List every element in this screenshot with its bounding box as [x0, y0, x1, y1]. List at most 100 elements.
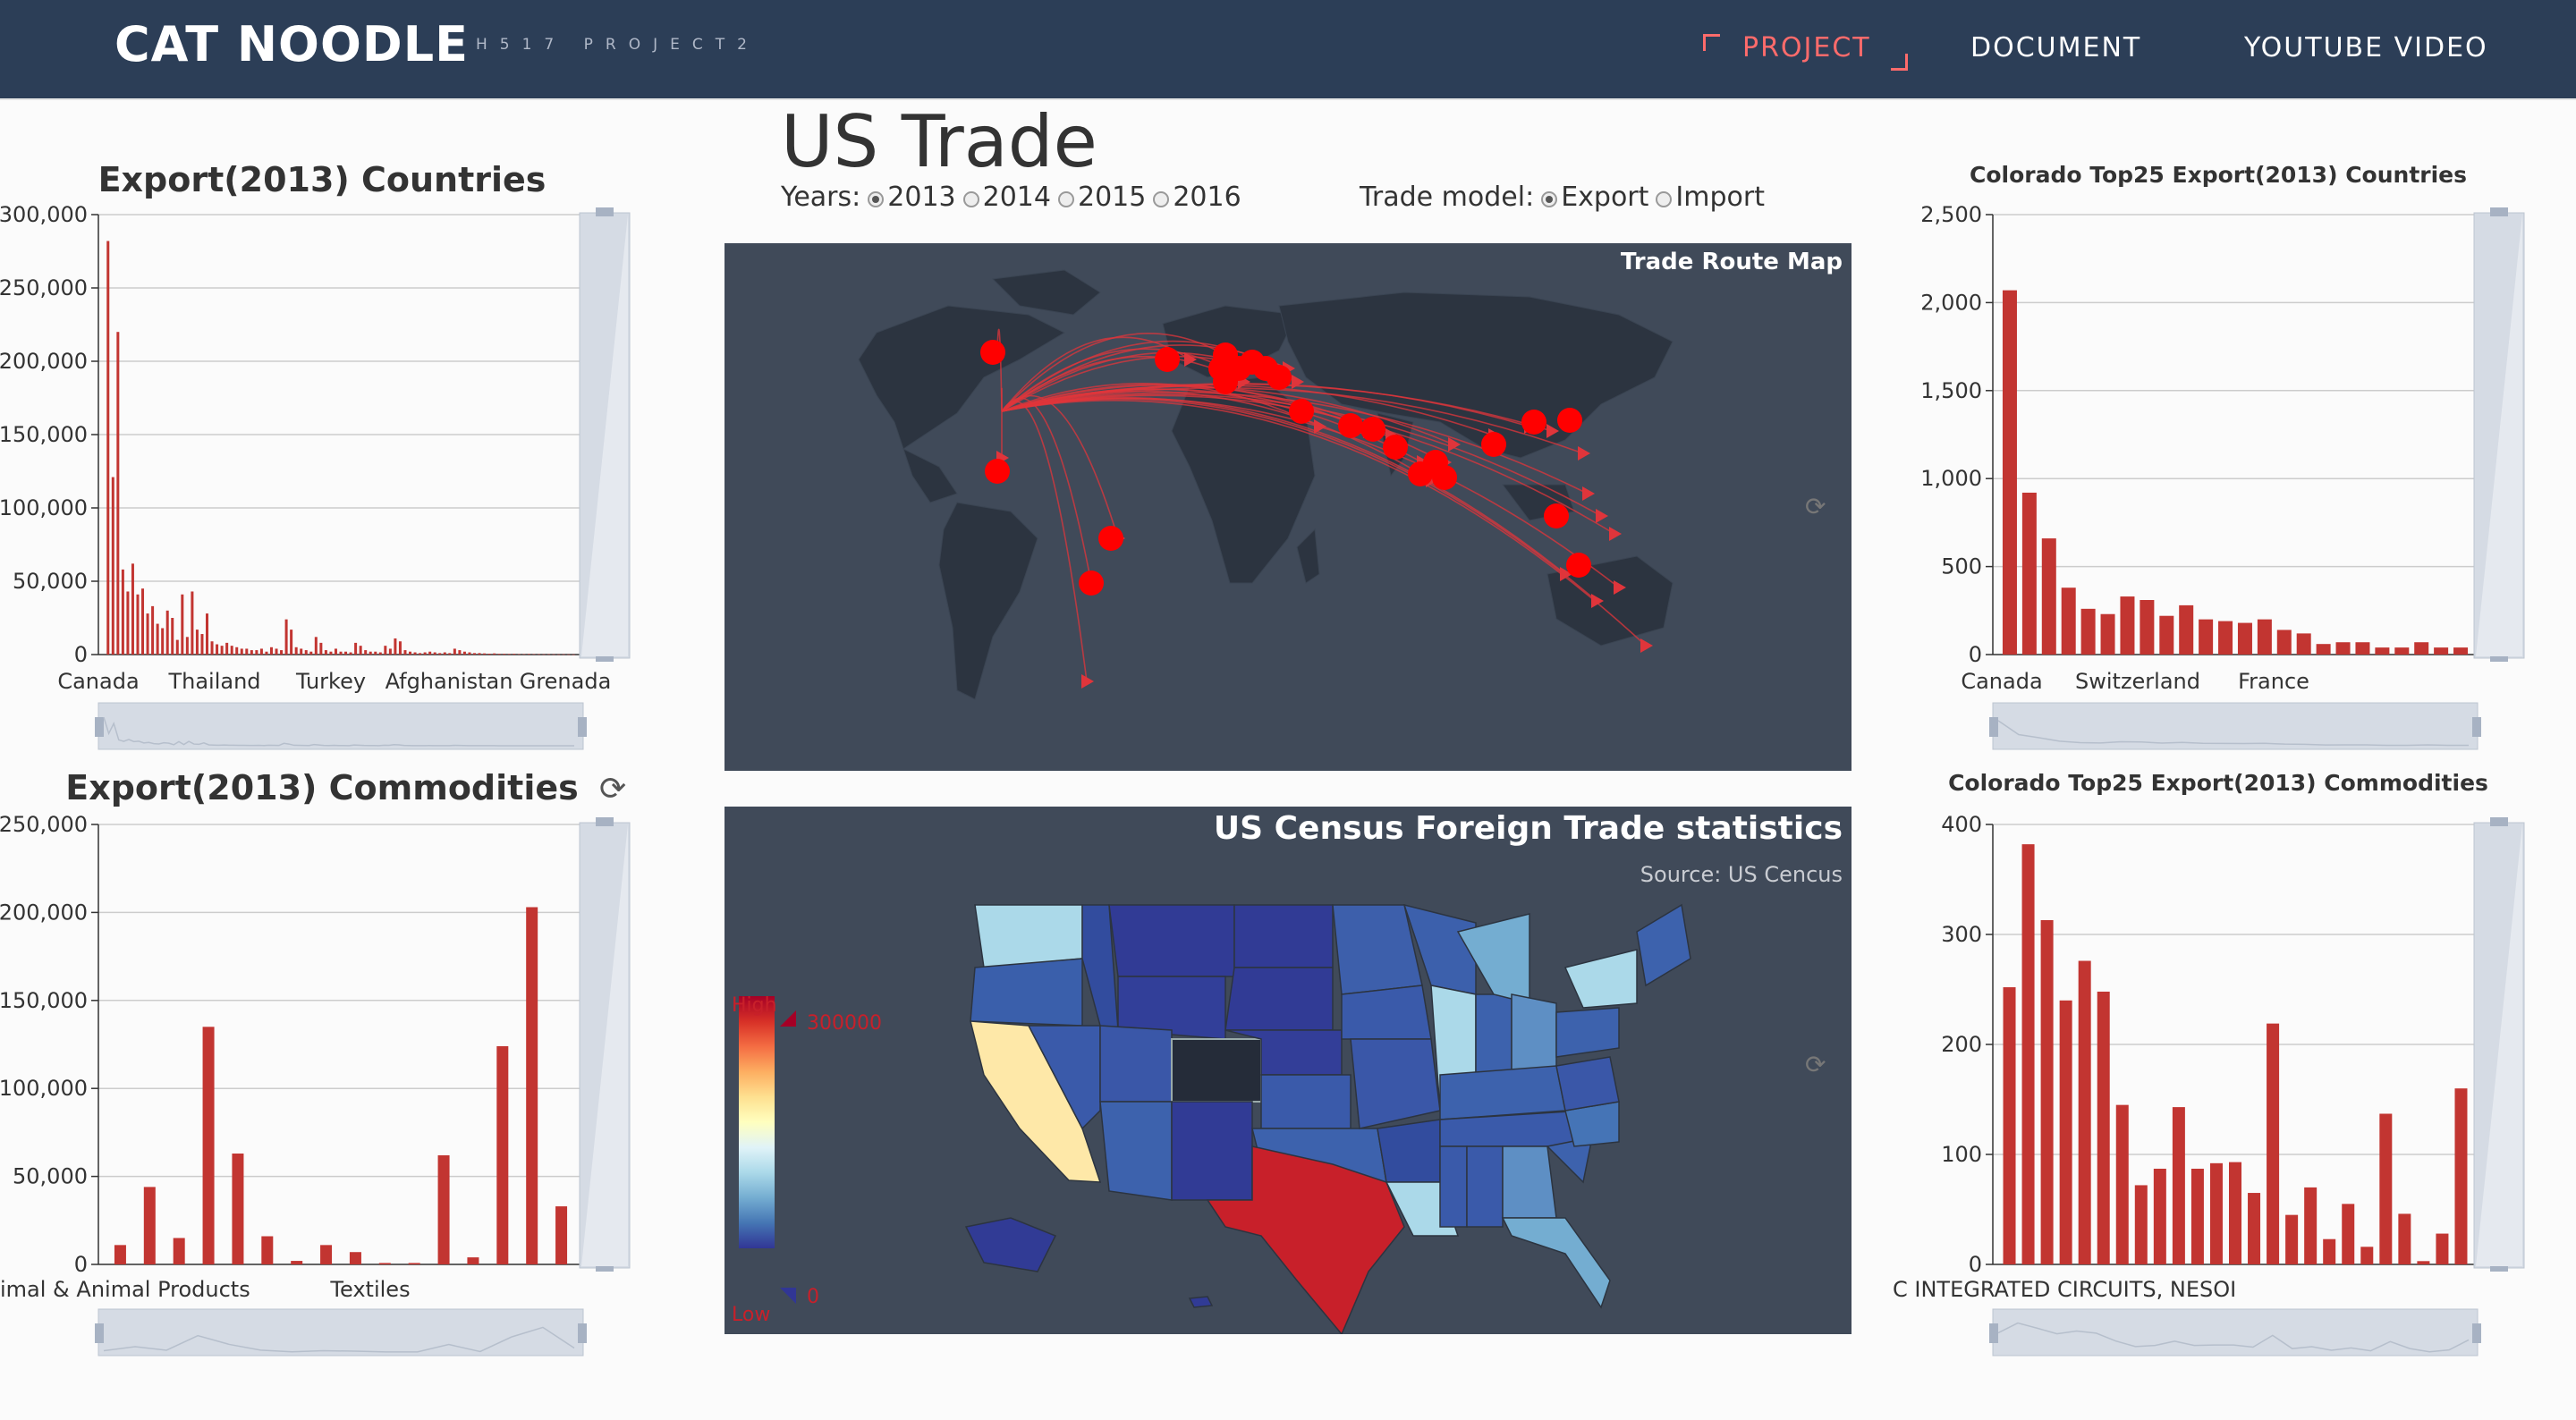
- colorado-commodities-bar: [2153, 1168, 2166, 1264]
- export-commodities-hzoom-handle-right: [578, 1323, 587, 1343]
- colorado-countries-bar: [2276, 630, 2292, 655]
- export-countries-bar: [497, 654, 501, 655]
- refresh-icon[interactable]: ⟳: [1805, 492, 1826, 521]
- export-countries-bar: [453, 648, 456, 655]
- year-radio-2015[interactable]: [1057, 191, 1074, 207]
- colorado-countries-hzoom: [1992, 702, 2479, 750]
- export-commodities-bar: [261, 1236, 274, 1264]
- year-label-2014[interactable]: 2014: [982, 182, 1051, 213]
- export-countries-bar: [191, 591, 194, 655]
- colorado-countries-bar: [2061, 587, 2076, 655]
- colorado-commodities-bar: [2059, 1000, 2072, 1264]
- export-countries-bar: [121, 569, 124, 655]
- colorado-countries-bar: [2394, 647, 2410, 655]
- colorado-commodities-bar: [2134, 1185, 2148, 1264]
- colorado-countries-bar: [2375, 647, 2390, 655]
- trade-route-line: [1001, 397, 1620, 588]
- nav-document[interactable]: DOCUMENT: [1970, 32, 2142, 63]
- colorado-countries-bar: [2218, 621, 2233, 655]
- colorado-countries-xtick-label: France: [2238, 669, 2309, 694]
- colorado-countries-ytick-label: 1,500: [1920, 378, 1982, 403]
- trade-label-import[interactable]: Import: [1675, 182, 1765, 213]
- year-radio-2014[interactable]: [962, 191, 979, 207]
- colorado-countries-bar: [2434, 647, 2449, 655]
- colorado-countries-bar: [2179, 604, 2194, 655]
- export-countries-bar: [384, 646, 387, 655]
- colorado-commodities-title: Colorado Top25 Export(2013) Commodities: [1948, 770, 2488, 796]
- colorado-commodities-ytick-label: 100: [1941, 1142, 1982, 1167]
- year-radio-2013[interactable]: [868, 191, 885, 207]
- state-ny: [1563, 949, 1638, 1009]
- census-refresh-icon[interactable]: ⟳: [1805, 1050, 1826, 1079]
- colorado-countries-bar: [2335, 642, 2351, 655]
- colorado-countries-bar: [2257, 619, 2272, 655]
- legend-gradient[interactable]: [739, 996, 775, 1248]
- nav-youtube-video[interactable]: YOUTUBE VIDEO: [2244, 32, 2488, 63]
- colorado-commodities-bar: [2398, 1213, 2411, 1264]
- colorado-commodities-bar: [2323, 1238, 2336, 1264]
- export-countries-ytick-label: 100,000: [0, 495, 88, 520]
- trade-radio-export[interactable]: [1541, 191, 1558, 207]
- trade-route-node: [1360, 417, 1385, 442]
- trade-label-export[interactable]: Export: [1561, 182, 1649, 213]
- colorado-commodities-hzoom-preview: [1997, 1322, 2470, 1353]
- export-commodities-ytick-label: 250,000: [0, 812, 88, 837]
- export-countries-bar: [394, 638, 397, 655]
- year-label-2015[interactable]: 2015: [1077, 182, 1147, 213]
- trade-route-arrow: [1081, 674, 1094, 689]
- state-va: [1555, 1056, 1620, 1111]
- trade-route-line: [1001, 387, 1584, 454]
- export-commodities-bar: [114, 1245, 126, 1264]
- trade-route-node: [980, 340, 1005, 365]
- year-radio-2016[interactable]: [1153, 191, 1170, 207]
- year-label-2016[interactable]: 2016: [1173, 182, 1241, 213]
- export-commodities-bar: [437, 1154, 450, 1264]
- us-census-map[interactable]: US Census Foreign Trade statistics Sourc…: [724, 807, 1852, 1334]
- nav-bracket-left: [1703, 34, 1720, 51]
- colorado-commodities-ytick-label: 0: [1969, 1252, 1982, 1277]
- export-countries-bar: [230, 646, 233, 655]
- export-commodities-bar: [467, 1257, 479, 1264]
- trade-route-map[interactable]: Trade Route Map ⟳: [724, 243, 1852, 771]
- export-countries-bar: [468, 652, 471, 655]
- colorado-countries-bar: [2296, 633, 2311, 655]
- export-countries-bar: [354, 642, 358, 655]
- top-navbar: [0, 0, 2576, 98]
- export-countries-chart: Export(2013) Countries 0 50,000 100,000 150,…: [0, 160, 631, 750]
- colorado-commodities-bar: [2115, 1104, 2129, 1264]
- commodities-refresh-icon[interactable]: ⟳: [599, 771, 627, 807]
- nav-project[interactable]: PROJECT: [1742, 32, 1871, 63]
- legend-high-handle[interactable]: [780, 1010, 796, 1027]
- export-countries-bar: [388, 648, 392, 655]
- export-countries-bar: [259, 648, 263, 655]
- export-countries-bar: [433, 652, 436, 655]
- export-countries-bar: [503, 654, 506, 655]
- trade-route-node: [1289, 399, 1314, 424]
- trade-route-arrow: [1582, 486, 1595, 501]
- export-countries-bar: [106, 241, 110, 655]
- export-countries-title: Export(2013) Countries: [98, 160, 547, 199]
- colorado-commodities-bar: [2229, 1162, 2241, 1264]
- trade-route-node: [1079, 571, 1104, 596]
- brand-subtitle: H517 PROJECT2: [476, 36, 759, 54]
- colorado-commodities-bar: [2360, 1247, 2374, 1264]
- colorado-countries-bar: [2120, 596, 2135, 655]
- colorado-countries-xtick-label: Switzerland: [2075, 669, 2200, 694]
- export-countries-bar: [116, 332, 120, 655]
- export-countries-bar: [428, 651, 432, 655]
- export-countries-bar: [314, 637, 318, 655]
- trade-route-arrow: [1591, 594, 1604, 608]
- year-label-2013[interactable]: 2013: [887, 182, 956, 213]
- export-commodities-vzoom-handle-bottom: [596, 1263, 614, 1272]
- brand-logo[interactable]: CAT NOODLE: [114, 16, 469, 72]
- export-commodities-ytick-label: 200,000: [0, 900, 88, 925]
- trade-route-node: [1338, 413, 1363, 438]
- trade-radio-import[interactable]: [1656, 191, 1673, 207]
- trade-route-arrow: [1560, 567, 1572, 581]
- legend-low-handle[interactable]: [780, 1288, 796, 1304]
- export-countries-bar: [284, 619, 288, 655]
- years-label: Years:: [781, 182, 861, 213]
- trade-route-arrow: [1614, 580, 1626, 595]
- export-countries-hzoom-handle-right: [578, 717, 587, 737]
